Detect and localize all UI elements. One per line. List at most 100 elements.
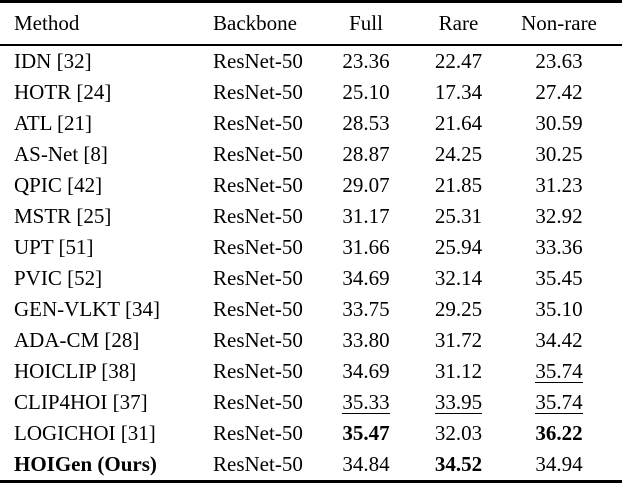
cell-rare-text: 31.12	[434, 359, 483, 383]
cell-nonrare: 34.42	[496, 325, 622, 356]
cell-rare-text: 25.31	[434, 204, 483, 228]
cell-rare: 34.52	[421, 449, 496, 482]
cell-method: QPIC [42]	[0, 170, 199, 201]
cell-method: IDN [32]	[0, 45, 199, 77]
cell-full: 28.87	[311, 139, 421, 170]
cell-full: 33.80	[311, 325, 421, 356]
cell-method-text: CLIP4HOI [37]	[14, 390, 148, 414]
cell-nonrare: 35.45	[496, 263, 622, 294]
cell-backbone-text: ResNet-50	[213, 80, 303, 104]
cell-rare: 32.03	[421, 418, 496, 449]
cell-rare: 31.72	[421, 325, 496, 356]
cell-nonrare-text: 32.92	[535, 204, 583, 228]
header-row: Method Backbone Full Rare Non-rare	[0, 1, 622, 46]
cell-method-text: IDN [32]	[14, 49, 92, 73]
cell-full-text: 23.36	[342, 49, 390, 73]
cell-backbone-text: ResNet-50	[213, 49, 303, 73]
cell-method-text: GEN-VLKT [34]	[14, 297, 160, 321]
cell-full: 35.33	[311, 387, 421, 418]
cell-method-text: HOIGen (Ours)	[14, 452, 157, 476]
cell-rare: 25.31	[421, 201, 496, 232]
cell-method-text: HOTR [24]	[14, 80, 112, 104]
cell-method: CLIP4HOI [37]	[0, 387, 199, 418]
cell-backbone: ResNet-50	[199, 77, 311, 108]
column-header-full: Full	[311, 1, 421, 46]
cell-nonrare-text: 35.74	[535, 359, 583, 384]
cell-method-text: ATL [21]	[14, 111, 92, 135]
cell-backbone-text: ResNet-50	[213, 452, 303, 476]
cell-rare: 29.25	[421, 294, 496, 325]
cell-method: UPT [51]	[0, 232, 199, 263]
cell-backbone: ResNet-50	[199, 325, 311, 356]
cell-nonrare: 32.92	[496, 201, 622, 232]
table-row: CLIP4HOI [37] ResNet-50 35.33 33.95 35.74	[0, 387, 622, 418]
cell-nonrare: 35.74	[496, 387, 622, 418]
cell-full-text: 34.84	[342, 452, 390, 476]
cell-backbone-text: ResNet-50	[213, 328, 303, 352]
cell-rare: 21.85	[421, 170, 496, 201]
cell-nonrare-text: 30.59	[535, 111, 583, 135]
cell-full-text: 31.17	[342, 204, 390, 228]
cell-full-text: 29.07	[342, 173, 390, 197]
cell-rare: 21.64	[421, 108, 496, 139]
cell-full: 34.69	[311, 356, 421, 387]
cell-backbone-text: ResNet-50	[213, 235, 303, 259]
cell-method: ATL [21]	[0, 108, 199, 139]
cell-rare-text: 21.85	[434, 173, 483, 197]
cell-backbone: ResNet-50	[199, 449, 311, 482]
cell-method: MSTR [25]	[0, 201, 199, 232]
cell-backbone: ResNet-50	[199, 294, 311, 325]
cell-rare: 25.94	[421, 232, 496, 263]
column-header-nonrare: Non-rare	[496, 1, 622, 46]
cell-full-text: 31.66	[342, 235, 390, 259]
cell-rare-text: 24.25	[434, 142, 483, 166]
cell-rare: 32.14	[421, 263, 496, 294]
cell-backbone-text: ResNet-50	[213, 359, 303, 383]
cell-nonrare: 36.22	[496, 418, 622, 449]
table-row: AS-Net [8] ResNet-50 28.87 24.25 30.25	[0, 139, 622, 170]
cell-nonrare-text: 35.45	[535, 266, 583, 290]
cell-method: LOGICHOI [31]	[0, 418, 199, 449]
cell-backbone-text: ResNet-50	[213, 142, 303, 166]
table-row: PVIC [52] ResNet-50 34.69 32.14 35.45	[0, 263, 622, 294]
cell-nonrare: 31.23	[496, 170, 622, 201]
cell-rare-text: 32.14	[434, 266, 483, 290]
cell-rare-text: 33.95	[434, 390, 483, 415]
cell-full-text: 28.53	[342, 111, 390, 135]
cell-rare-text: 29.25	[434, 297, 483, 321]
cell-method-text: AS-Net [8]	[14, 142, 108, 166]
cell-nonrare-text: 23.63	[535, 49, 583, 73]
cell-full: 25.10	[311, 77, 421, 108]
cell-nonrare: 33.36	[496, 232, 622, 263]
table-row: IDN [32] ResNet-50 23.36 22.47 23.63	[0, 45, 622, 77]
cell-nonrare-text: 33.36	[535, 235, 583, 259]
cell-backbone: ResNet-50	[199, 201, 311, 232]
cell-rare: 22.47	[421, 45, 496, 77]
cell-backbone: ResNet-50	[199, 263, 311, 294]
table-row: MSTR [25] ResNet-50 31.17 25.31 32.92	[0, 201, 622, 232]
cell-method-text: QPIC [42]	[14, 173, 103, 197]
cell-backbone: ResNet-50	[199, 139, 311, 170]
cell-rare: 17.34	[421, 77, 496, 108]
cell-full: 35.47	[311, 418, 421, 449]
cell-backbone-text: ResNet-50	[213, 111, 303, 135]
cell-rare: 24.25	[421, 139, 496, 170]
cell-full-text: 25.10	[342, 80, 390, 104]
cell-full: 31.66	[311, 232, 421, 263]
cell-full: 29.07	[311, 170, 421, 201]
cell-backbone: ResNet-50	[199, 418, 311, 449]
cell-nonrare-text: 31.23	[535, 173, 583, 197]
cell-backbone-text: ResNet-50	[213, 421, 303, 445]
cell-full-text: 33.80	[342, 328, 390, 352]
cell-method-text: ADA-CM [28]	[14, 328, 140, 352]
cell-nonrare-text: 36.22	[535, 421, 583, 445]
cell-nonrare: 27.42	[496, 77, 622, 108]
cell-full: 28.53	[311, 108, 421, 139]
cell-full-text: 34.69	[342, 266, 390, 290]
cell-backbone: ResNet-50	[199, 232, 311, 263]
cell-method: HOIGen (Ours)	[0, 449, 199, 482]
cell-full: 34.69	[311, 263, 421, 294]
cell-nonrare: 30.25	[496, 139, 622, 170]
table-body: IDN [32] ResNet-50 23.36 22.47 23.63 HOTR [24…	[0, 45, 622, 482]
column-header-rare: Rare	[421, 1, 496, 46]
